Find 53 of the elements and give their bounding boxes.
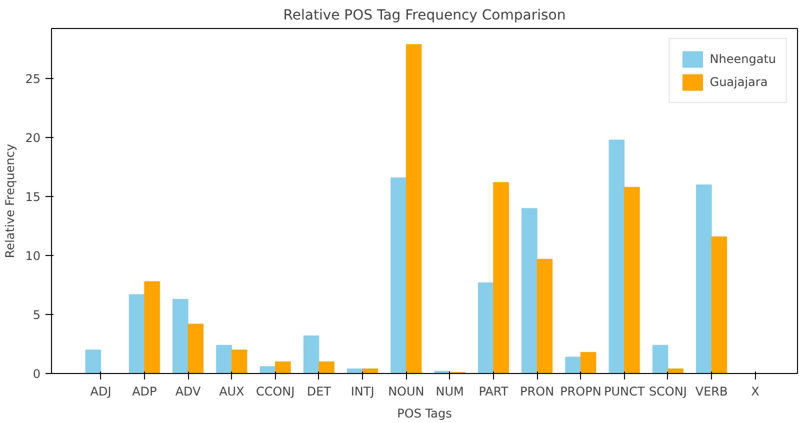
bar (172, 298, 188, 374)
x-tick-label: ADJ (90, 384, 112, 398)
bar (303, 336, 320, 374)
x-tick-label: ADP (132, 384, 157, 398)
y-tick-label: 10 (25, 249, 41, 264)
x-tick-label: DET (306, 384, 332, 398)
x-tick-label: PRON (520, 384, 554, 398)
y-tick-label: 25 (25, 72, 41, 86)
x-tick-label: CCONJ (256, 384, 295, 398)
x-tick-label: ADV (175, 384, 202, 398)
bar (406, 44, 422, 374)
x-tick-label: SCONJ (648, 384, 687, 398)
y-axis-title: Relative Frequency (3, 144, 18, 258)
y-tick-label: 5 (32, 308, 41, 322)
x-tick-label: PUNCT (604, 384, 646, 398)
bar (318, 361, 334, 374)
bar (188, 324, 204, 374)
x-tick-label: NUM (436, 384, 464, 398)
bar (478, 282, 494, 374)
bar (231, 350, 248, 374)
bar (362, 368, 378, 374)
x-tick-label: INTJ (350, 384, 374, 398)
bar (85, 350, 102, 374)
y-tick-label: 15 (25, 190, 41, 204)
bar (144, 281, 160, 374)
bar (580, 352, 596, 374)
bar (668, 368, 684, 374)
bar (624, 186, 640, 374)
bar (260, 366, 276, 374)
legend-label: Nheengatu (710, 52, 776, 66)
bar (390, 177, 406, 374)
x-tick-label: NOUN (388, 384, 424, 398)
bar (711, 236, 728, 374)
bar (493, 182, 509, 374)
x-tick-label: AUX (219, 384, 244, 398)
x-axis-title: POS Tags (397, 406, 452, 420)
x-tick-label: X (751, 384, 760, 398)
x-tick-label: VERB (695, 384, 728, 398)
x-tick-label: PART (478, 384, 509, 398)
bar (536, 258, 553, 374)
chart-title: Relative POS Tag Frequency Comparison (283, 8, 566, 24)
bar (128, 294, 145, 374)
bar (522, 208, 538, 374)
y-tick-label: 0 (32, 367, 41, 381)
bar (652, 344, 668, 374)
bar (216, 344, 232, 374)
y-tick-label: 20 (25, 131, 41, 146)
bar (608, 140, 625, 374)
bar (696, 184, 712, 374)
legend-label: Guajajara (710, 75, 768, 89)
x-tick-label: PROPN (560, 384, 602, 398)
bar (565, 356, 581, 374)
bar (275, 361, 291, 374)
